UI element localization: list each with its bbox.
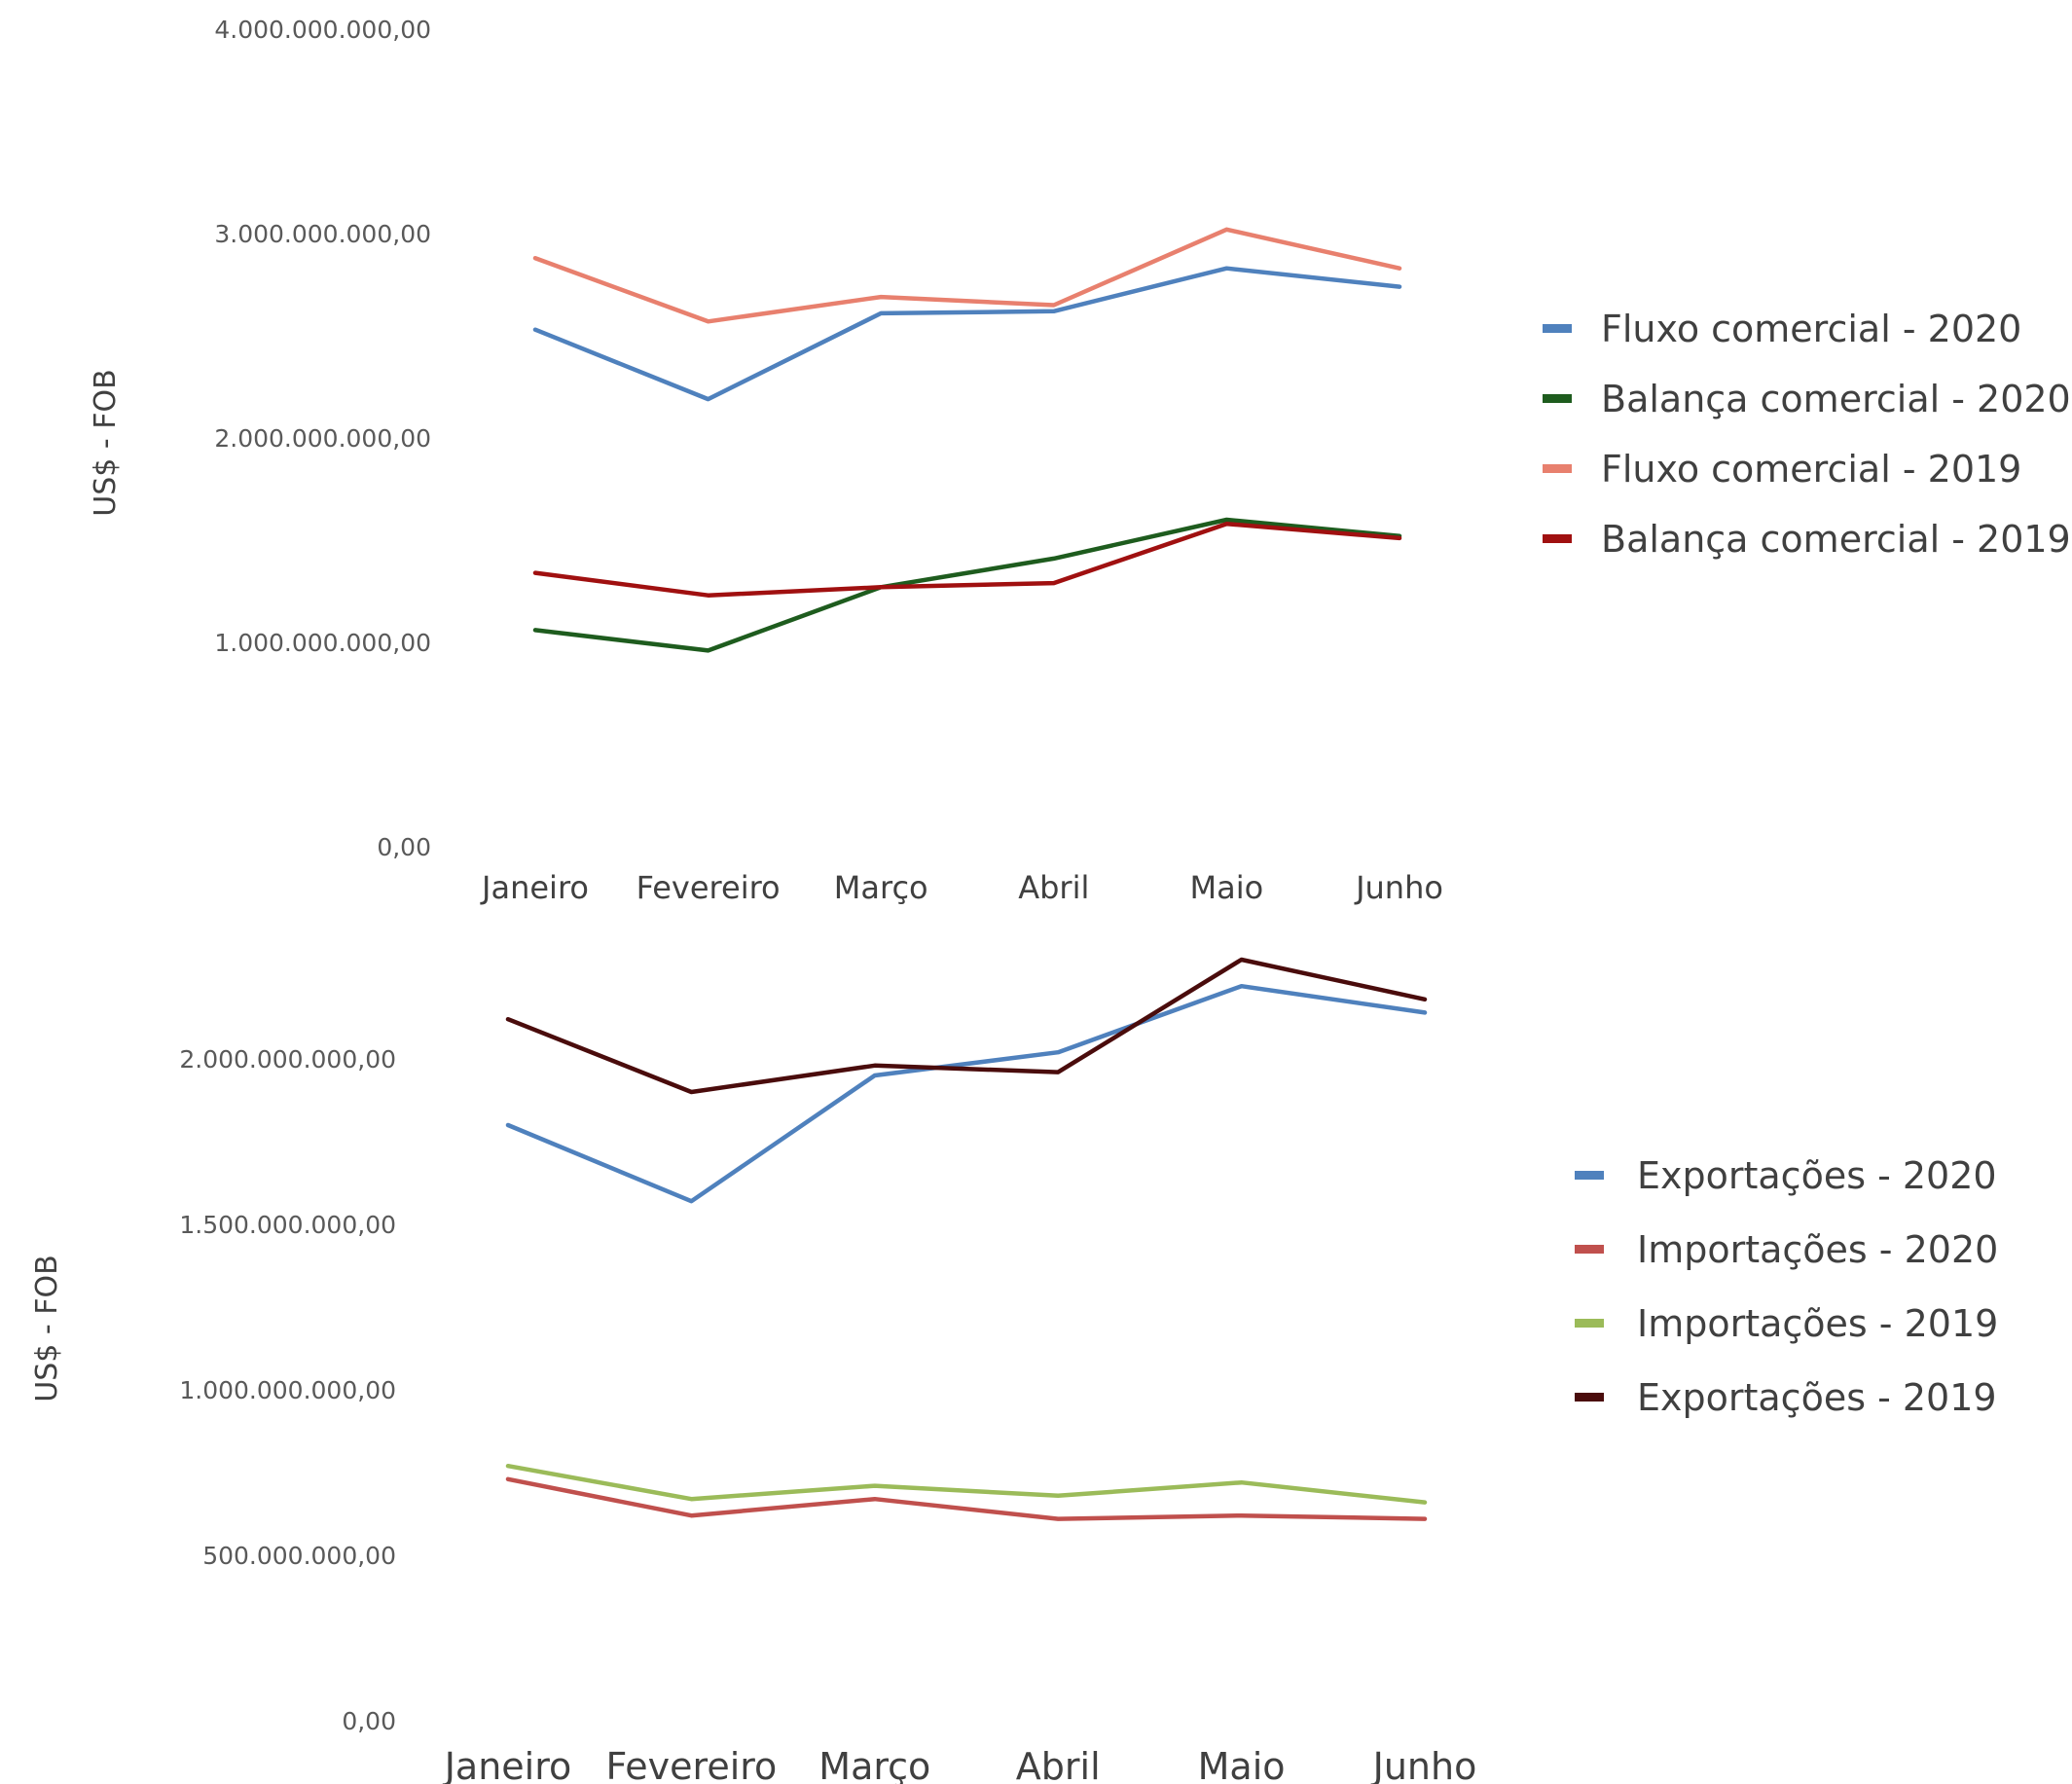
y-tick-label: 2.000.000.000,00 [179, 1045, 396, 1074]
x-tick-label: Abril [1016, 1745, 1101, 1784]
x-tick-label: Junho [1371, 1745, 1477, 1784]
legend-label: Fluxo comercial - 2020 [1601, 308, 2021, 350]
x-tick-label: Maio [1190, 869, 1264, 906]
legend-swatch [1575, 1393, 1604, 1402]
series-line [505, 957, 1428, 1095]
chart-exports-imports: 0,00 500.000.000,00 1.000.000.000,00 1.500.… [30, 957, 1998, 1784]
y-tick-label: 1.500.000.000,00 [179, 1211, 396, 1239]
y-tick-label: 0,00 [377, 833, 431, 861]
legend-swatch [1543, 464, 1572, 473]
chart-trade-flow-balance: 0,00 1.000.000.000,00 2.000.000.000,00 3.00… [89, 16, 2071, 906]
y-tick-label: 4.000.000.000,00 [214, 16, 431, 44]
series-line [532, 227, 1402, 324]
series-line [532, 521, 1402, 598]
legend-label: Exportações - 2020 [1637, 1154, 1997, 1197]
series-line [505, 983, 1428, 1204]
legend-swatch [1543, 324, 1572, 333]
x-tick-label: Maio [1198, 1745, 1286, 1784]
y-tick-label: 3.000.000.000,00 [214, 220, 431, 248]
y-tick-label: 2.000.000.000,00 [214, 424, 431, 453]
legend-label: Importações - 2020 [1637, 1228, 1998, 1271]
y-tick-label: 1.000.000.000,00 [179, 1376, 396, 1404]
legend-swatch [1543, 534, 1572, 543]
legend-swatch [1575, 1319, 1604, 1328]
x-tick-label: Março [834, 869, 928, 906]
legend-label: Balança comercial - 2019 [1601, 518, 2071, 561]
legend-label: Balança comercial - 2020 [1601, 378, 2071, 420]
series-line [532, 266, 1402, 402]
x-tick-label: Janeiro [443, 1745, 572, 1784]
series-line [505, 1463, 1428, 1505]
y-axis-title: US$ - FOB [89, 369, 123, 516]
legend-label: Exportações - 2019 [1637, 1376, 1997, 1419]
y-tick-label: 1.000.000.000,00 [214, 629, 431, 657]
y-tick-label: 0,00 [342, 1707, 396, 1735]
x-tick-label: Março [818, 1745, 930, 1784]
x-tick-label: Janeiro [480, 869, 589, 906]
x-tick-label: Fevereiro [606, 1745, 778, 1784]
legend-swatch [1543, 394, 1572, 403]
series-line [532, 517, 1402, 653]
x-tick-label: Junho [1354, 869, 1443, 906]
legend-swatch [1575, 1245, 1604, 1254]
legend-label: Importações - 2019 [1637, 1302, 1998, 1345]
legend-swatch [1575, 1171, 1604, 1180]
legend-label: Fluxo comercial - 2019 [1601, 448, 2021, 491]
y-axis-title: US$ - FOB [30, 1255, 64, 1402]
x-tick-label: Abril [1018, 869, 1089, 906]
x-tick-label: Fevereiro [636, 869, 781, 906]
y-tick-label: 500.000.000,00 [202, 1542, 396, 1570]
series-line [505, 1476, 1428, 1521]
